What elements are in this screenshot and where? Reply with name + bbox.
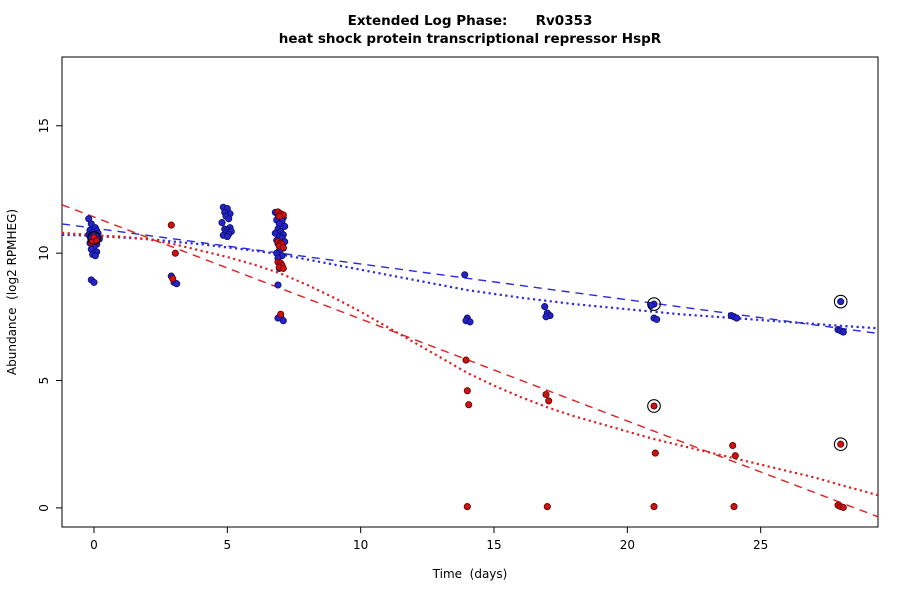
data-point [223, 233, 231, 241]
blue-linear-fit [61, 223, 879, 335]
data-point [730, 503, 738, 511]
data-point [275, 212, 283, 220]
highlight-ring [833, 437, 848, 452]
data-point [225, 215, 233, 223]
x-tick-label: 10 [353, 538, 368, 552]
data-point [731, 452, 739, 460]
x-tick-label: 25 [753, 538, 768, 552]
data-point [281, 222, 289, 230]
red-smooth-fit [61, 231, 879, 497]
chart-title: Extended Log Phase: Rv0353 [348, 13, 593, 29]
red-series-points [87, 208, 847, 511]
chart-subtitle: heat shock protein transcriptional repre… [279, 31, 662, 47]
data-point [837, 298, 845, 306]
highlight-ring [833, 294, 848, 309]
data-point [465, 401, 473, 409]
data-point [90, 278, 98, 286]
data-point [650, 402, 658, 410]
data-point [545, 397, 553, 405]
data-point [541, 303, 549, 311]
data-point [542, 313, 550, 321]
y-axis-label: Abundance (log2 RPMHEG) [5, 209, 19, 375]
y-tick-label: 5 [37, 377, 51, 385]
highlight-ring [647, 297, 661, 311]
y-tick-label: 0 [37, 504, 51, 512]
data-point [466, 318, 474, 326]
x-tick-label: 20 [620, 538, 635, 552]
data-point [729, 441, 737, 450]
y-tick-label: 15 [37, 118, 51, 133]
data-point [462, 356, 470, 364]
data-point [463, 503, 471, 511]
x-tick-label: 5 [224, 538, 232, 552]
data-point [279, 264, 287, 272]
data-point [542, 390, 550, 399]
plot-content: 0 5 10 15 20 25 0 5 10 15 [37, 56, 879, 552]
blue-smooth-fit [61, 233, 879, 330]
data-point [169, 275, 177, 283]
data-point [839, 328, 847, 336]
data-point [837, 440, 845, 448]
highlight-ring [87, 231, 101, 245]
y-tick-label: 10 [37, 246, 51, 261]
data-point [171, 249, 179, 257]
highlight-ring [647, 399, 661, 413]
data-point [279, 243, 287, 252]
red-linear-fit [61, 204, 879, 518]
data-point [839, 503, 847, 511]
data-point [277, 310, 285, 318]
plot-border [61, 56, 879, 528]
blue-series-points [85, 203, 847, 336]
x-tick-label: 0 [90, 538, 98, 552]
data-point [218, 219, 226, 227]
data-point [274, 281, 282, 289]
data-point [650, 503, 658, 511]
data-point [543, 503, 551, 511]
data-point [463, 387, 471, 395]
data-point [91, 252, 99, 260]
data-point [651, 449, 659, 457]
data-point [167, 221, 175, 229]
data-point [279, 317, 287, 325]
x-tick-label: 15 [486, 538, 501, 552]
x-axis-label: Time (days) [432, 567, 508, 581]
data-point [173, 280, 181, 288]
data-point [733, 314, 741, 322]
data-point [653, 315, 661, 323]
data-point [461, 271, 469, 279]
